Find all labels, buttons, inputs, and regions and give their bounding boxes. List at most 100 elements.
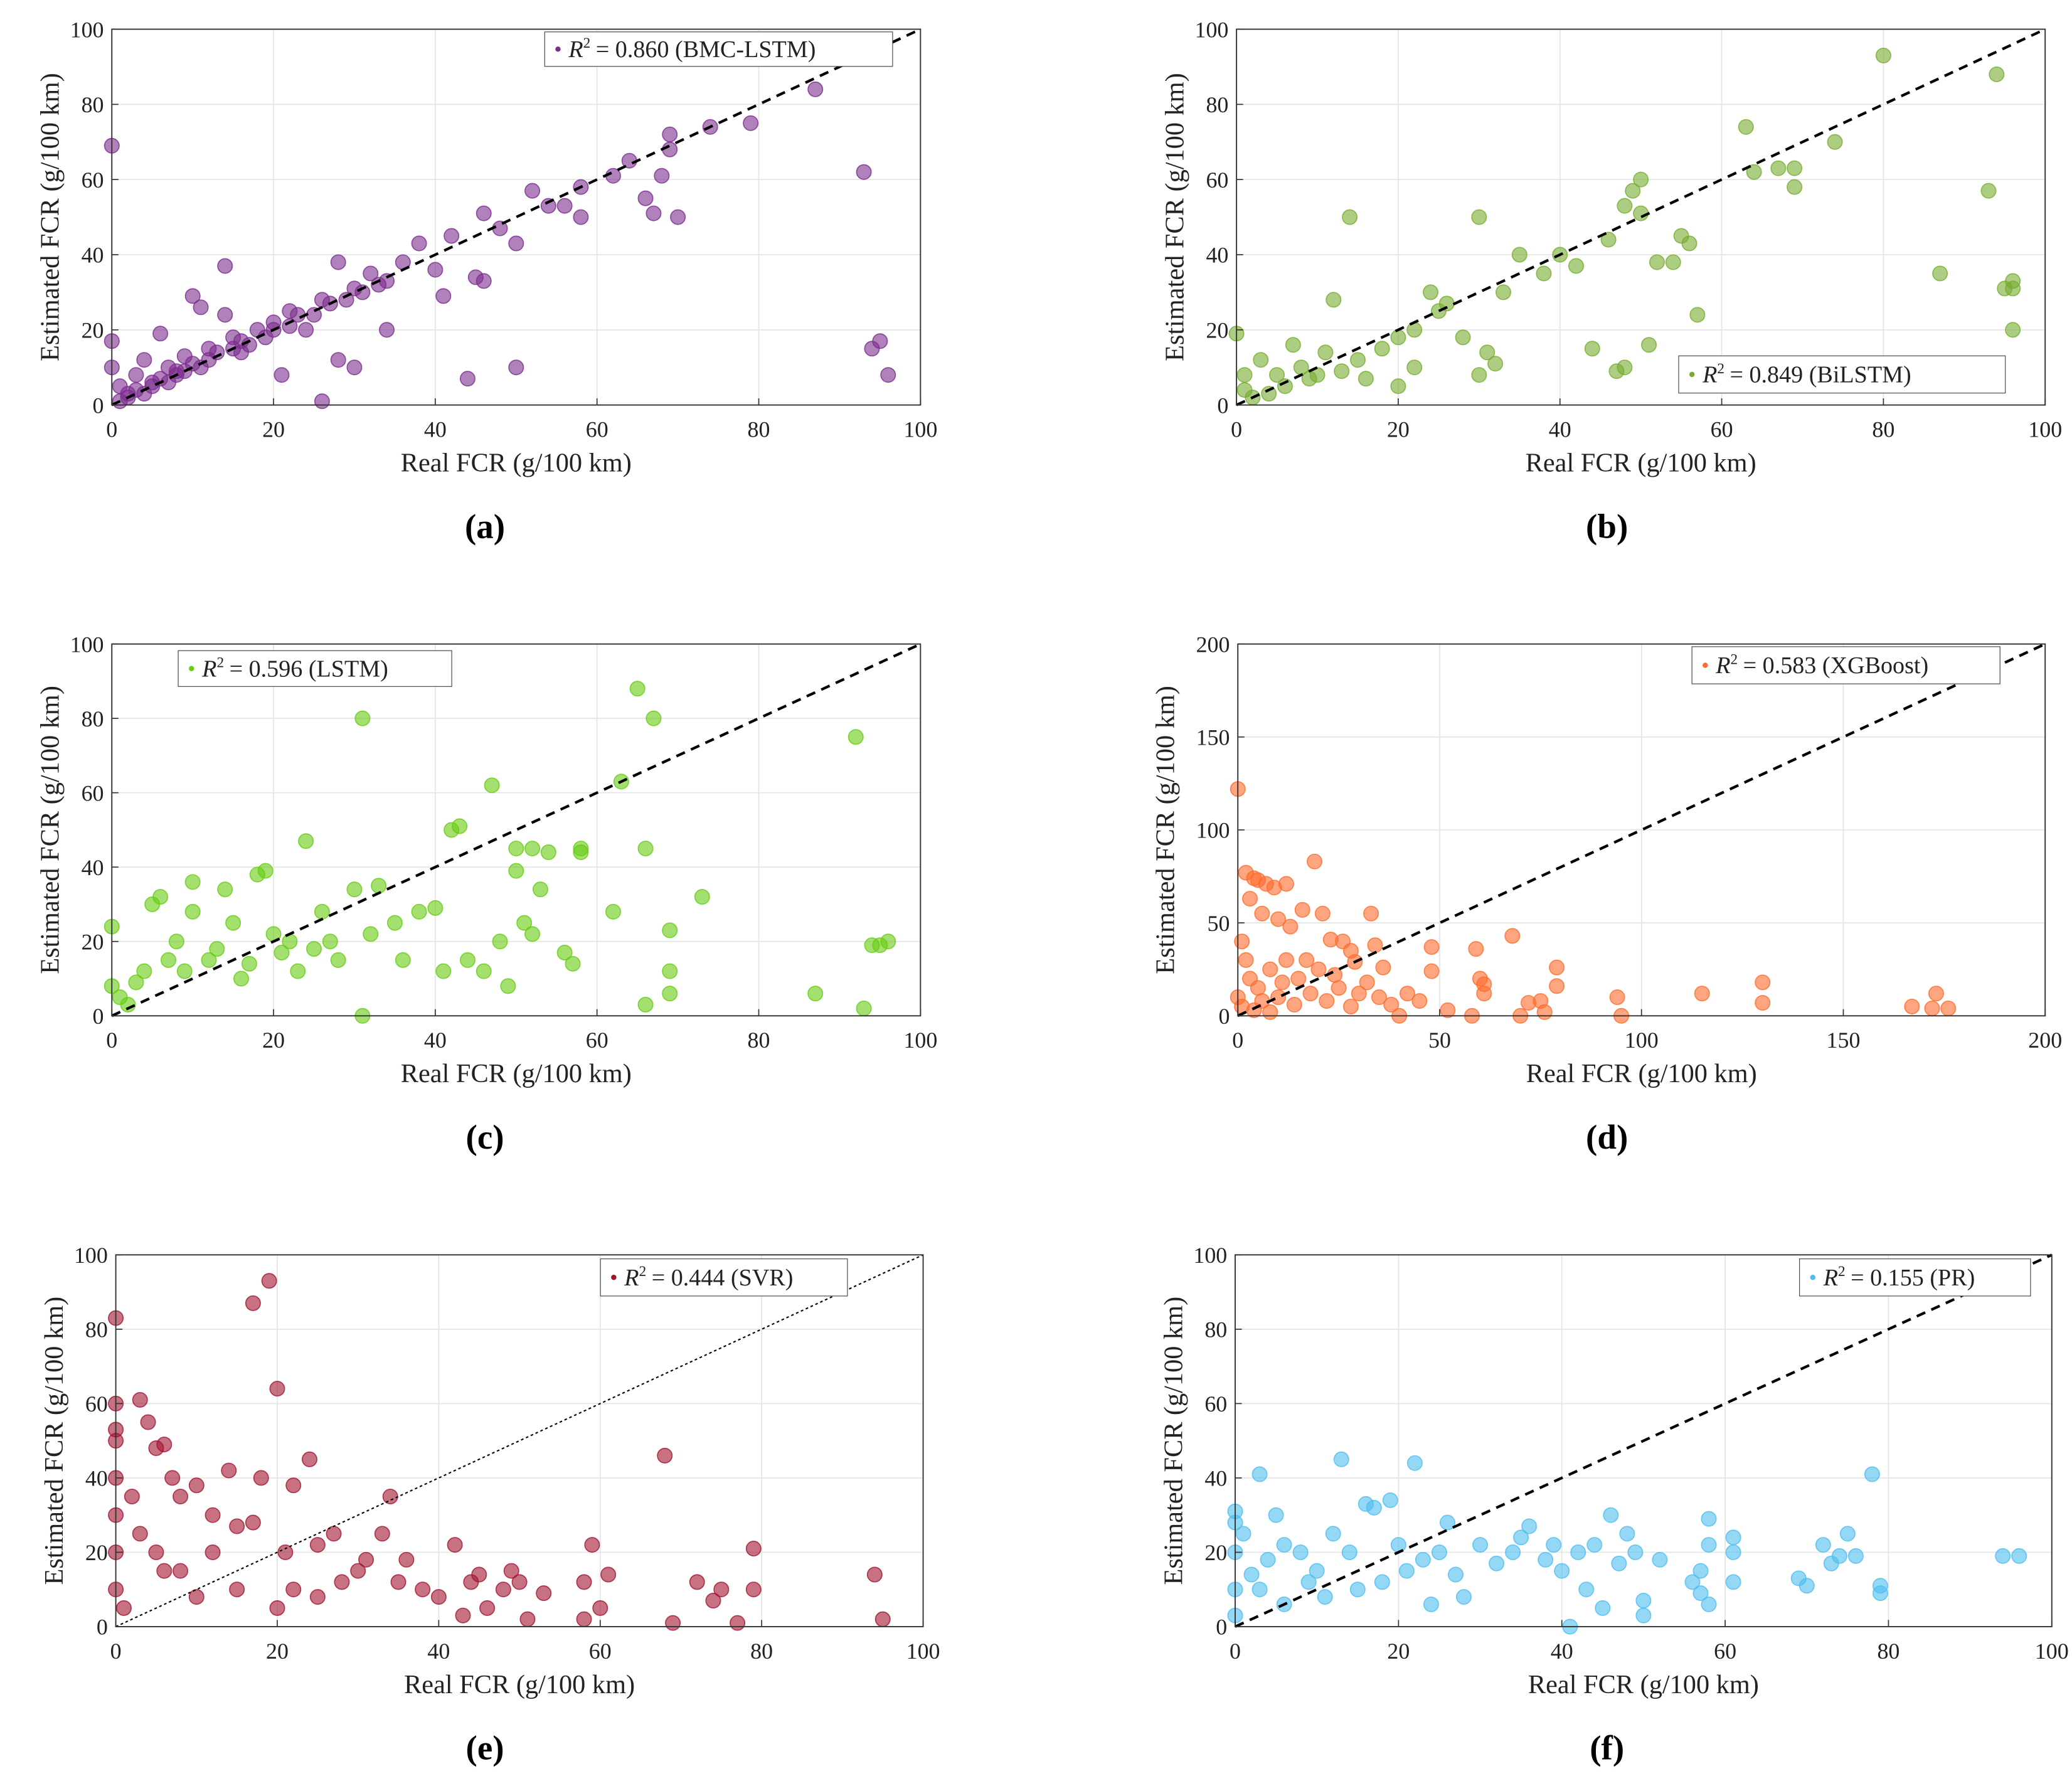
data-point: [1770, 160, 1787, 176]
data-point: [1496, 284, 1512, 300]
data-point: [500, 978, 516, 994]
data-point: [374, 1526, 390, 1542]
data-point: [1363, 905, 1379, 922]
x-tick-label: 150: [1826, 1028, 1860, 1053]
data-point: [1980, 183, 1997, 199]
data-point: [629, 681, 646, 697]
data-point: [1374, 341, 1390, 357]
data-point: [1546, 1537, 1562, 1553]
data-point: [1310, 961, 1327, 977]
data-point: [1423, 1596, 1439, 1612]
data-point: [856, 164, 872, 180]
reference-line-y-equals-x: [111, 642, 922, 1018]
data-point: [1383, 997, 1400, 1013]
data-point: [705, 1593, 721, 1608]
x-tick-label: 0: [106, 417, 117, 442]
data-point: [115, 1600, 132, 1616]
data-point: [455, 1607, 471, 1624]
data-point: [1236, 382, 1253, 398]
subfigure-label: (b): [1586, 507, 1628, 545]
data-point: [1538, 1551, 1554, 1568]
panel-f: 0 20 40 60 80 100 0 20 40 60 80 100 Real FCR (g/100 …: [1159, 1243, 2068, 1767]
data-point: [872, 333, 888, 349]
legend-r-symbol: R: [1823, 1265, 1838, 1291]
data-point: [807, 81, 824, 97]
data-point: [1839, 1526, 1856, 1542]
data-point: [1299, 952, 1315, 968]
data-point: [217, 258, 233, 274]
data-point: [1521, 1518, 1538, 1534]
data-point: [176, 963, 193, 979]
panel-e: 0 20 40 60 80 100 0 20 40 60 80 100 Real FCR (g/100 …: [40, 1243, 940, 1767]
legend-r-symbol: R: [568, 36, 583, 63]
y-tick-label: 40: [82, 243, 104, 268]
data-point: [1286, 997, 1302, 1013]
data-point: [1278, 952, 1294, 968]
data-point: [576, 1611, 592, 1627]
legend-box: [600, 1258, 848, 1297]
legend-marker: [611, 1275, 617, 1280]
data-point: [386, 915, 403, 931]
data-point: [1568, 258, 1585, 274]
subfigure-label: (d): [1586, 1118, 1628, 1156]
data-point: [1536, 265, 1552, 282]
data-point: [1331, 980, 1347, 996]
data-point: [576, 1574, 592, 1590]
y-tick-label: 40: [1204, 1466, 1227, 1491]
data-point: [1406, 359, 1423, 376]
data-point: [1609, 989, 1625, 1006]
data-point: [1549, 959, 1565, 975]
y-tick-label: 0: [93, 1004, 104, 1029]
y-tick-label: 80: [82, 706, 104, 731]
data-point: [173, 1563, 189, 1579]
data-point: [1471, 209, 1487, 225]
data-point: [128, 367, 144, 383]
data-point: [1815, 1537, 1831, 1553]
data-point: [1468, 941, 1484, 957]
data-point: [1635, 1607, 1652, 1624]
x-tick-label: 50: [1428, 1028, 1451, 1053]
data-point: [277, 1544, 294, 1560]
data-point: [269, 1381, 285, 1397]
data-point: [665, 1615, 681, 1631]
data-point: [124, 1489, 140, 1505]
data-point: [415, 1581, 431, 1598]
data-point: [1260, 1551, 1276, 1568]
data-point: [427, 900, 444, 916]
y-tick-label: 100: [74, 1243, 108, 1268]
data-point: [1578, 1581, 1595, 1598]
data-point: [573, 209, 589, 225]
data-point: [1317, 344, 1334, 361]
data-point: [1235, 1526, 1251, 1542]
data-point: [1827, 134, 1843, 150]
data-point: [322, 933, 338, 950]
data-point: [646, 205, 662, 221]
reference-line-y-equals-x: [1237, 642, 2046, 1018]
data-point: [856, 1000, 872, 1016]
data-point: [452, 818, 468, 834]
data-point: [1746, 164, 1762, 180]
legend-box: [178, 650, 452, 687]
data-point: [447, 1537, 463, 1553]
data-point: [1314, 905, 1331, 922]
legend-r-symbol: R: [1715, 652, 1730, 679]
data-point: [471, 1566, 487, 1583]
data-point: [540, 198, 556, 214]
data-point: [646, 710, 662, 726]
legend-marker: [555, 46, 561, 52]
data-point: [1536, 1004, 1553, 1020]
data-point: [1262, 1004, 1278, 1020]
x-axis-label: Real FCR (g/100 km): [1528, 1670, 1759, 1699]
data-point: [1367, 937, 1383, 954]
data-point: [132, 1391, 148, 1408]
data-point: [730, 1615, 746, 1631]
y-tick-label: 150: [1196, 725, 1230, 750]
x-tick-label: 20: [266, 1639, 289, 1664]
x-tick-label: 80: [748, 417, 770, 442]
data-point: [1617, 198, 1633, 214]
y-axis-label: Estimated FCR (g/100 km): [36, 686, 65, 974]
data-point: [334, 1574, 350, 1590]
data-point: [1633, 171, 1649, 188]
data-point: [1554, 1563, 1570, 1579]
legend-label: R2 = 0.583 (XGBoost): [1715, 651, 1928, 679]
